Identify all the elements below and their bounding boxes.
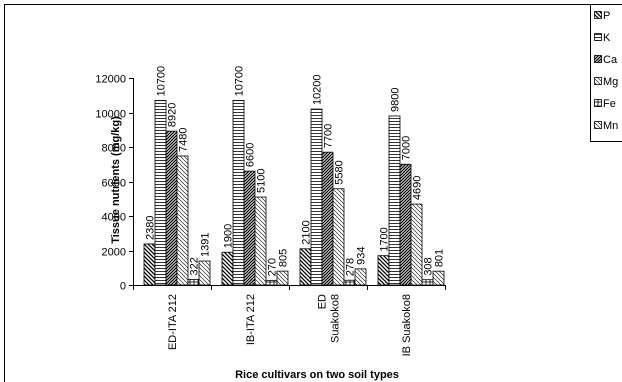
data-label: 7700 [323,124,335,148]
y-tick-label: 6000 [102,178,126,190]
bar-ca [321,151,334,286]
data-label: 8920 [167,103,179,127]
bar-ca [165,130,178,286]
y-tick-label: 4000 [102,212,126,224]
bar-k [388,115,401,286]
bar-ca [243,170,256,286]
x-category-labels: ED-ITA 212 IB-ITA 212 ED Suakoko8 IB Suakoko… [167,294,413,356]
data-label: 10200 [312,74,324,105]
x-category-label: IB Suakoko8 [401,294,413,356]
bar-k [154,100,167,286]
legend-label-k: K [603,32,611,44]
y-tick-label: 0 [120,281,126,293]
legend-swatch-k [594,33,602,41]
x-axis-label: Rice cultivars on two soil types [235,369,399,381]
bar-mn [276,270,289,286]
y-tick-label: 2000 [102,247,126,259]
data-label: 9800 [390,87,402,111]
legend-box [590,4,622,142]
x-category-label: Suakoko8 [330,294,342,343]
bar-mn [432,270,445,286]
bar-p [377,255,390,286]
data-label: 5100 [256,169,268,193]
plot-area: 0 2000 4000 6000 8000 10000 12000 2380 1900 2100 1… [95,66,446,293]
legend-swatch-ca [594,55,602,63]
y-tick-label: 10000 [95,109,126,121]
data-label: 278 [345,258,357,276]
legend-swatch-mn [594,121,602,129]
y-axis-label: Tissue nutrients (mg/kg) [110,116,122,244]
legend-swatch-fe [594,99,602,107]
bar-k [310,108,323,286]
data-label: 308 [423,257,435,275]
bar-mg [410,203,423,286]
bar-mn [354,268,367,286]
x-category-label: ED-ITA 212 [167,294,179,350]
legend-swatch-p [594,11,602,19]
data-label: 10700 [156,66,168,97]
data-label: 1391 [200,233,212,257]
x-category-label: ED [317,294,329,309]
bar-k [232,100,245,286]
legend-label-fe: Fe [603,98,616,110]
data-label: 10700 [234,66,246,97]
legend-label-mg: Mg [603,76,618,88]
bar-p [221,251,234,286]
legend-label-p: P [603,10,610,22]
x-category-label: IB-ITA 212 [245,294,257,345]
data-label: 934 [356,247,368,265]
data-label: 6600 [245,143,257,167]
data-label: 270 [267,258,279,276]
bar-p [299,248,312,286]
data-label: 322 [189,257,201,275]
y-tick-label: 8000 [102,143,126,155]
bar-fe [421,279,434,286]
data-label: 805 [278,249,290,267]
y-tick-label: 12000 [95,74,126,86]
bar-mg [332,188,345,286]
legend: PK Ca Mg Fe Mn [594,10,618,132]
legend-label-ca: Ca [603,54,618,66]
data-label: 801 [434,249,446,267]
bar-mg [176,155,189,286]
data-label: 5580 [334,160,346,184]
data-label: 4690 [412,176,424,200]
data-label: 7000 [401,136,413,160]
bar-ca [399,163,412,286]
bar-mg [254,196,267,286]
bar-mn [198,260,211,286]
bar-p [143,243,156,286]
data-label: 2100 [301,220,313,244]
bar-fe [343,279,356,286]
bar-fe [187,279,200,286]
legend-label-mn: Mn [603,120,618,132]
data-label: 2380 [145,215,157,239]
bar-fe [265,279,278,286]
data-label: 7480 [178,127,190,151]
data-label: 1900 [223,224,235,248]
legend-swatch-mg [594,77,602,85]
data-label: 1700 [379,227,391,251]
